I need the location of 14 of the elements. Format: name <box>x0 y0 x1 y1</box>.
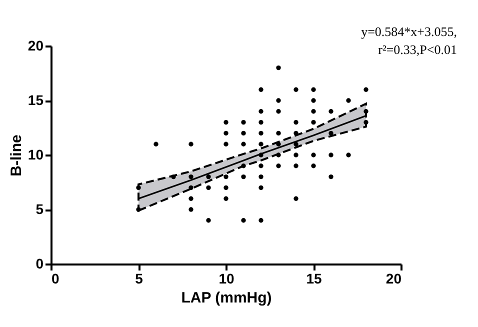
x-tick-label: 15 <box>306 270 322 286</box>
x-tick-label: 5 <box>135 270 144 286</box>
y-tick-label: 10 <box>28 146 44 162</box>
y-axis-title: B-line <box>8 134 25 176</box>
y-tick-label: 5 <box>36 201 44 217</box>
y-tick-label: 20 <box>28 38 44 54</box>
x-tick-label: 0 <box>52 270 60 286</box>
x-axis-title: LAP (mmHg) <box>181 290 272 306</box>
annotation: r²=0.33,P<0.01 <box>378 42 457 57</box>
y-tick-label: 0 <box>36 256 44 272</box>
y-tick-label: 15 <box>28 92 44 108</box>
x-tick-label: 10 <box>218 270 234 286</box>
text: y=0.584*x+3.055, <box>361 24 457 39</box>
x-tick-label: 20 <box>386 270 402 286</box>
